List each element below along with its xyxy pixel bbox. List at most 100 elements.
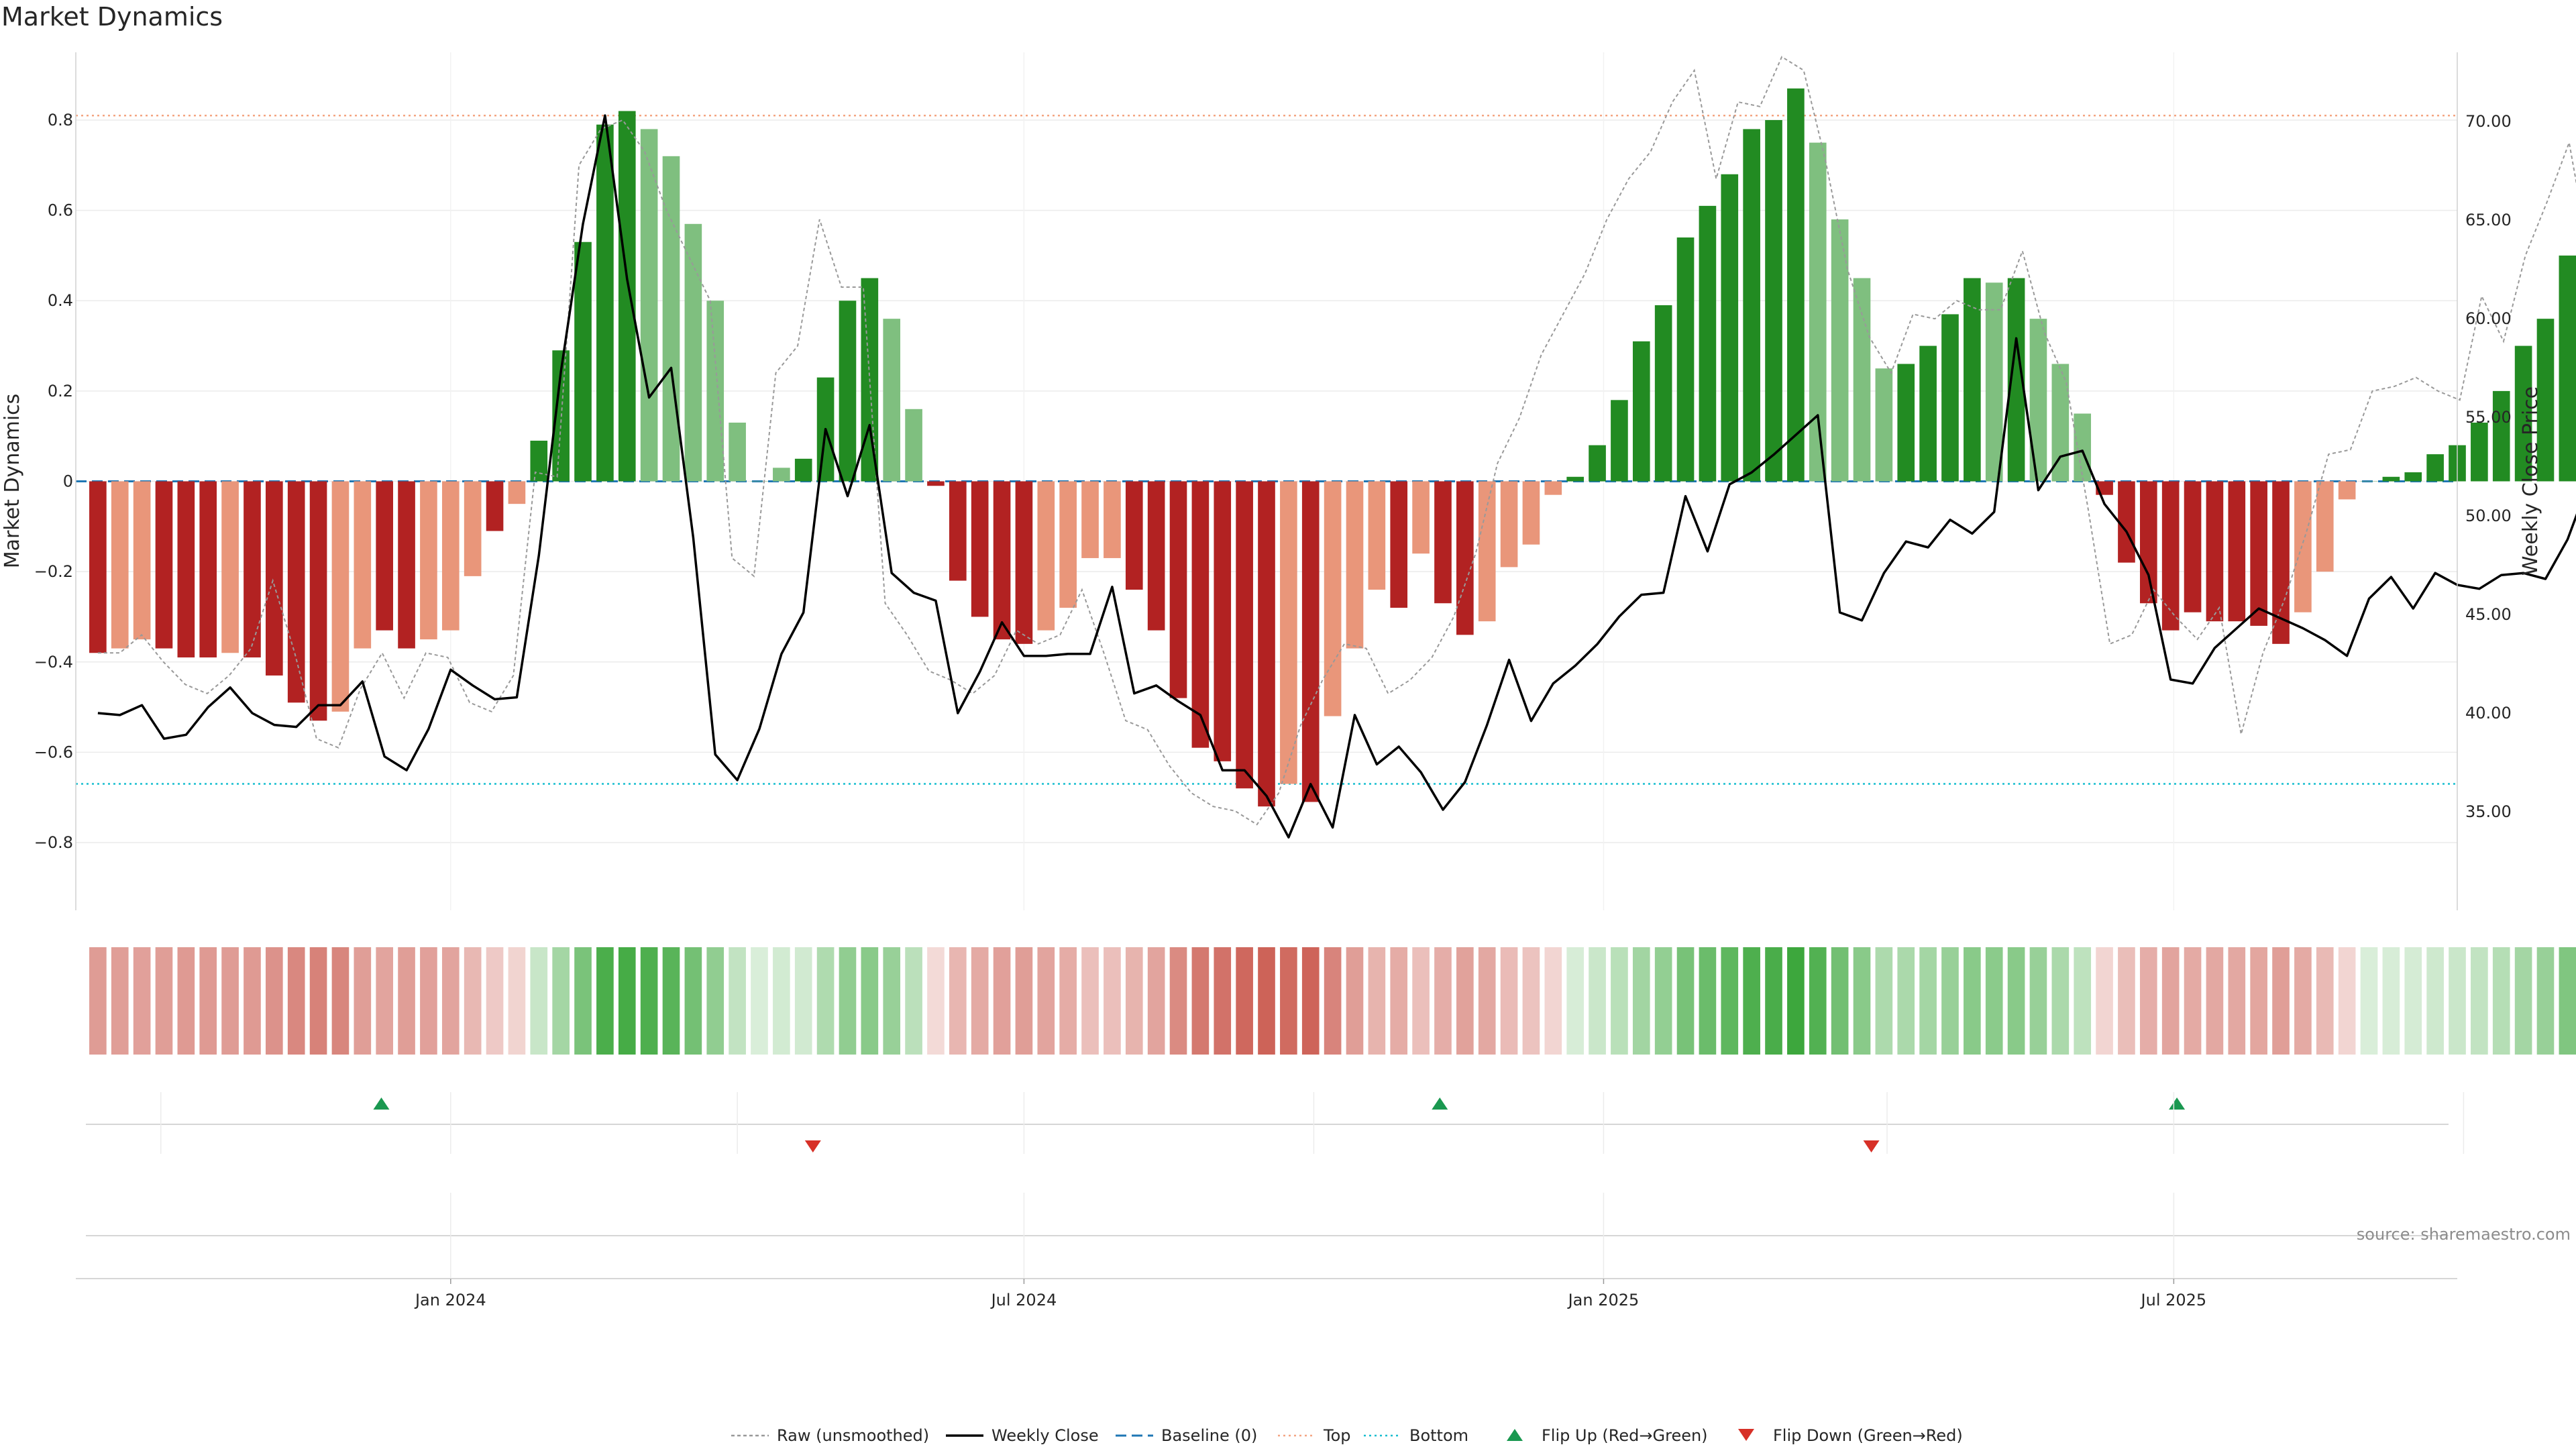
strength-cell — [354, 947, 372, 1055]
x-tick-label: Jul 2024 — [990, 1291, 1057, 1309]
dynamics-bar — [1589, 445, 1606, 482]
strength-cell — [993, 947, 1011, 1055]
strength-cell — [1500, 947, 1518, 1055]
dynamics-bar — [221, 481, 239, 653]
strength-cell — [574, 947, 592, 1055]
y-tick-label: −0.8 — [34, 833, 73, 852]
strength-cell — [1522, 947, 1540, 1055]
dynamics-bar — [1632, 341, 1650, 482]
dynamics-bar — [773, 468, 790, 482]
strength-cell — [2007, 947, 2025, 1055]
dynamics-bar — [1765, 119, 1782, 482]
chart-title: Market Dynamics — [1, 2, 223, 32]
strength-cell — [1897, 947, 1915, 1055]
dynamics-bar — [927, 481, 945, 486]
strength-cell — [376, 947, 394, 1055]
strength-cell — [331, 947, 350, 1055]
strength-cell — [2404, 947, 2422, 1055]
dynamics-bar — [2118, 481, 2135, 563]
strength-cell — [398, 947, 415, 1055]
strength-cell — [2338, 947, 2356, 1055]
strength-cell — [1853, 947, 1871, 1055]
dynamics-bar — [1324, 481, 1342, 716]
strength-cell — [199, 947, 217, 1055]
dynamics-bar — [244, 481, 261, 658]
y2-axis-label: Weekly Close Price — [2519, 386, 2542, 576]
strength-cell — [1147, 947, 1165, 1055]
legend-label: Top — [1323, 1426, 1351, 1445]
strength-cell — [1169, 947, 1187, 1055]
y-tick-label: 0.6 — [48, 201, 73, 220]
strength-cell — [2449, 947, 2466, 1055]
dynamics-bar — [1743, 129, 1760, 482]
dynamics-bar — [155, 481, 173, 649]
flip-up-marker — [2169, 1097, 2186, 1110]
y-tick-label: 0.8 — [48, 111, 73, 129]
source-note: source: sharemaestro.com — [2357, 1225, 2571, 1244]
legend-label: Flip Down (Green→Red) — [1773, 1426, 1963, 1445]
dynamics-bar — [1544, 481, 1562, 495]
legend-item: Flip Up (Red→Green) — [1507, 1426, 1708, 1445]
flip-down-marker — [804, 1140, 821, 1152]
strength-cell — [861, 947, 879, 1055]
strength-cell — [773, 947, 790, 1055]
strength-cell — [1390, 947, 1408, 1055]
dynamics-bar — [1676, 237, 1695, 482]
strength-cell — [464, 947, 482, 1055]
dynamics-bar — [354, 481, 372, 649]
strength-cell — [1191, 947, 1210, 1055]
flip-markers — [373, 1097, 2186, 1152]
legend-label: Baseline (0) — [1161, 1426, 1257, 1445]
dynamics-bar — [1059, 481, 1077, 608]
strength-cell — [2029, 947, 2047, 1055]
strength-cell — [2272, 947, 2290, 1055]
strength-cell — [596, 947, 614, 1055]
dynamics-bar — [2206, 481, 2224, 622]
strength-cell — [2294, 947, 2312, 1055]
strength-cell — [1258, 947, 1275, 1055]
flip-up-marker — [1432, 1097, 1448, 1110]
dynamics-bar — [2228, 481, 2246, 622]
dynamics-bar — [2161, 481, 2180, 631]
strength-cell — [2492, 947, 2510, 1055]
dynamics-bar — [2382, 476, 2400, 482]
dynamics-bar — [1280, 481, 1297, 784]
dynamics-bar — [1191, 481, 1210, 748]
dynamics-bar — [2426, 454, 2444, 482]
strength-cell — [1125, 947, 1143, 1055]
strength-cell — [530, 947, 548, 1055]
dynamics-bar — [530, 440, 548, 482]
strength-cell — [2382, 947, 2400, 1055]
dynamics-bar — [2029, 319, 2047, 482]
strength-cell — [751, 947, 768, 1055]
strength-cell — [971, 947, 989, 1055]
strength-cell — [1037, 947, 1055, 1055]
x-tick-label: Jan 2024 — [414, 1291, 486, 1309]
strength-cell — [508, 947, 526, 1055]
y2-tick-label: 45.00 — [2465, 605, 2512, 624]
legend-swatch-flip-up — [1507, 1429, 1523, 1441]
dynamics-bar — [1875, 368, 1893, 482]
strength-cell — [133, 947, 151, 1055]
dynamics-bar — [618, 111, 636, 482]
y2-tick-label: 70.00 — [2465, 112, 2512, 131]
y2-tick-label: 35.00 — [2465, 802, 2512, 821]
strength-cell — [2514, 947, 2532, 1055]
dynamics-bar — [1081, 481, 1099, 558]
strength-cell — [816, 947, 835, 1055]
strength-cell — [2161, 947, 2180, 1055]
dynamics-bar — [1125, 481, 1143, 590]
legend-label: Raw (unsmoothed) — [777, 1426, 929, 1445]
dynamics-bar — [2184, 481, 2202, 612]
dynamics-bar — [1412, 481, 1430, 554]
dynamics-bar — [1831, 219, 1849, 482]
dynamics-bar — [1346, 481, 1364, 649]
weekly-close-series — [97, 114, 2576, 839]
strength-cell — [2139, 947, 2157, 1055]
dynamics-bar — [2139, 481, 2157, 604]
strength-cell — [111, 947, 129, 1055]
y-axis-label: Market Dynamics — [1, 394, 24, 569]
dynamics-bar — [1566, 476, 1585, 482]
strength-cell — [221, 947, 239, 1055]
